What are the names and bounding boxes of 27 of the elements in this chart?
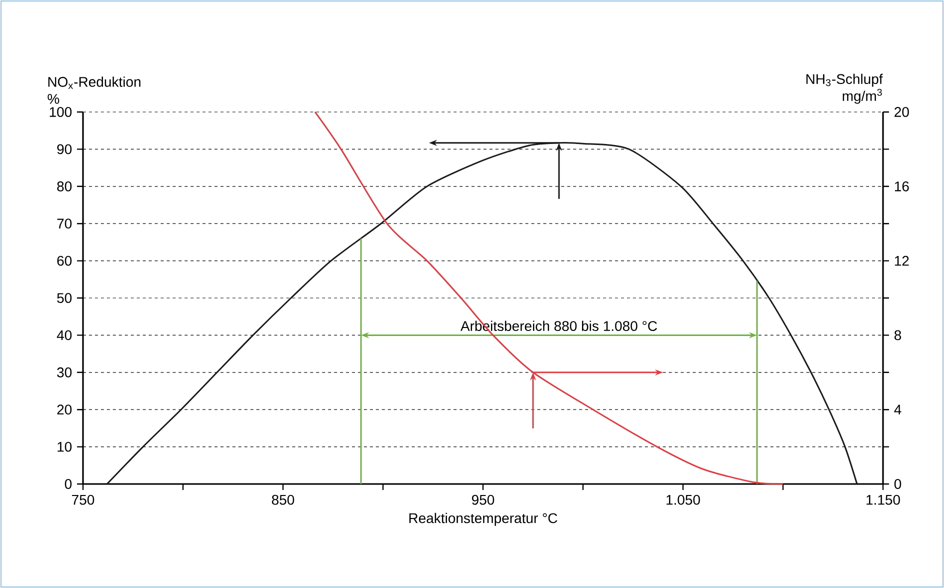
y-tick-label: 70 bbox=[57, 218, 72, 229]
x-tick-label: 1.150 bbox=[866, 494, 900, 505]
x-tick-label: 850 bbox=[272, 494, 294, 505]
x-tick-label: 950 bbox=[472, 494, 494, 505]
y2-tick-label: 16 bbox=[894, 181, 909, 192]
x-axis-title: Reaktionstemperatur °C bbox=[409, 512, 558, 526]
line-series bbox=[106, 142, 858, 485]
y2-tick-label: 8 bbox=[894, 330, 902, 340]
y2-tick-label: 0 bbox=[894, 479, 902, 489]
y2-tick-label: 20 bbox=[894, 107, 909, 117]
y-axis-title: NO$_{x}$-Reduktion % bbox=[48, 76, 140, 104]
y-tick-label: 60 bbox=[57, 256, 72, 266]
y-tick-label: 40 bbox=[56, 330, 72, 340]
y-tick-label: 50 bbox=[57, 293, 72, 303]
x-tick-label: 1.050 bbox=[666, 494, 700, 505]
line-series bbox=[314, 111, 784, 485]
y-tick-label: 10 bbox=[58, 442, 72, 452]
y2-tick-label: 4 bbox=[894, 404, 902, 414]
y-tick-label: 80 bbox=[57, 181, 72, 192]
y-tick-label: 90 bbox=[57, 144, 72, 154]
x-tick-label: 750 bbox=[72, 494, 94, 505]
y2-tick-label: 12 bbox=[894, 256, 909, 266]
y-tick-label: 100 bbox=[50, 107, 72, 117]
y-tick-label: 20 bbox=[57, 404, 72, 415]
y-tick-label: 30 bbox=[57, 367, 72, 378]
y-tick-label: 0 bbox=[64, 479, 72, 489]
y2-axis-title: NH$_{3}$-Schlupf mg/m$^{3}$ bbox=[806, 74, 883, 104]
